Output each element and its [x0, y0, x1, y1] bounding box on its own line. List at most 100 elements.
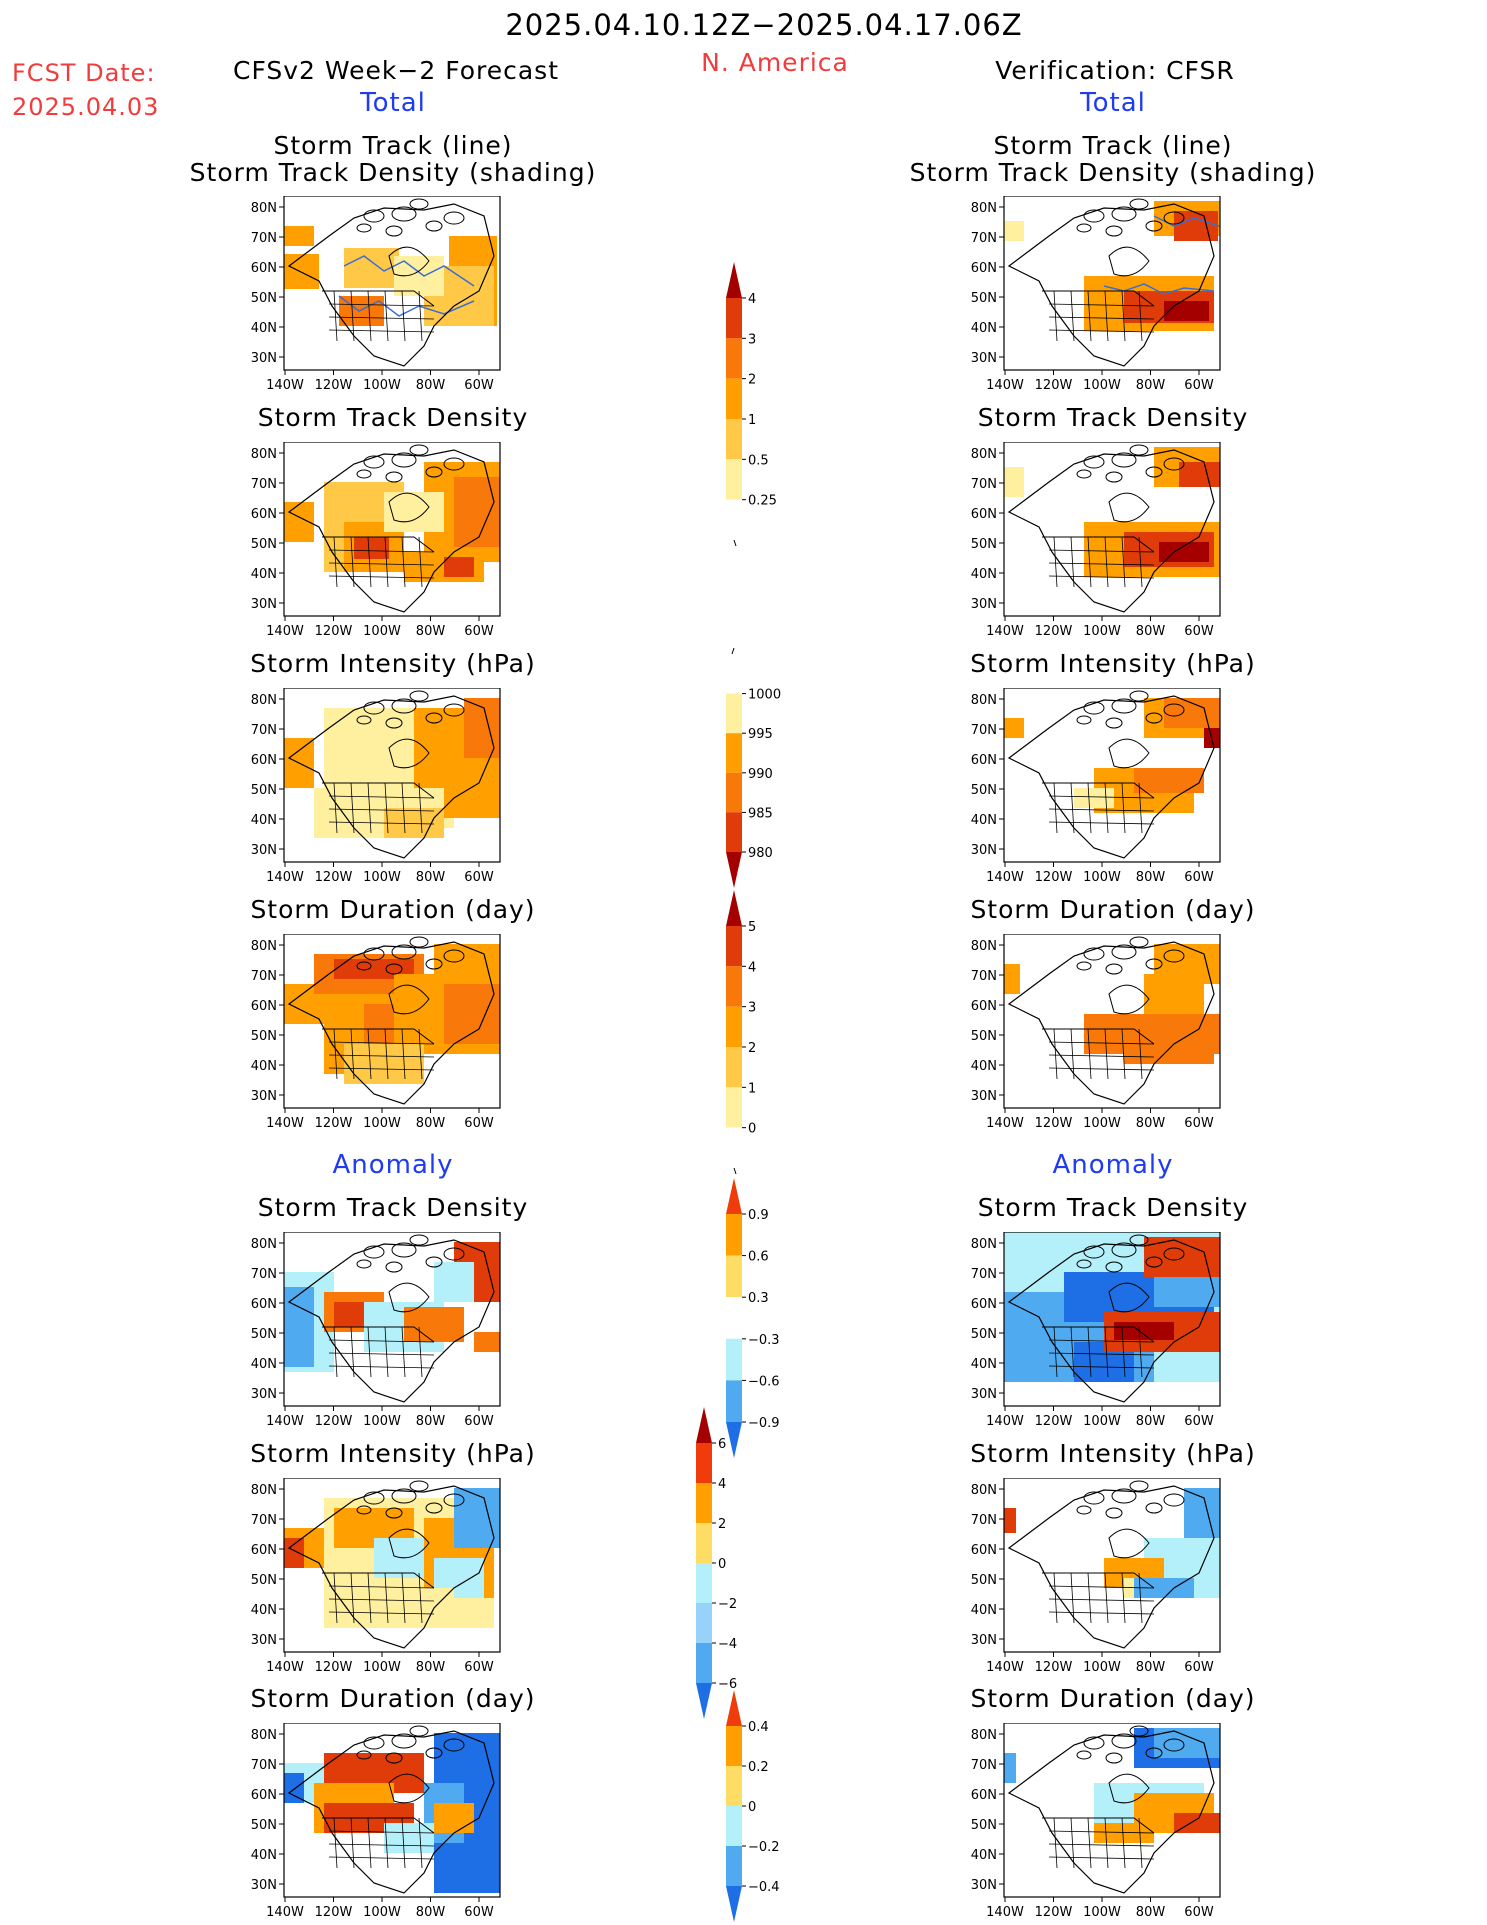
lat-tick-label: 40N	[971, 321, 997, 336]
lon-tick-label: 120W	[1035, 1660, 1073, 1674]
shading-cell	[1004, 1508, 1016, 1533]
lat-tick-label: 80N	[971, 1483, 997, 1498]
colorbar-tick-label: 985	[748, 806, 773, 821]
lat-tick-label: 30N	[251, 1089, 277, 1104]
lat-tick-label: 50N	[251, 783, 277, 798]
lon-tick-label: 140W	[986, 1414, 1024, 1428]
lat-tick-label: 50N	[971, 537, 997, 552]
colorbar-segment	[726, 1846, 742, 1886]
colorbar-segment	[726, 654, 742, 694]
lon-tick-label: 60W	[1184, 1905, 1214, 1919]
map-frame	[283, 1478, 501, 1653]
colorbar-tick-label: 995	[748, 727, 773, 742]
lat-tick-label: 60N	[251, 753, 277, 768]
map-verification-intensity-anomaly: 80N 70N 60N 50N 40N 30N 140W 120W 100W 80W 60W	[971, 1478, 1221, 1674]
colorbar-segment	[726, 1006, 742, 1047]
lat-tick-label: 60N	[251, 1788, 277, 1803]
storm-track-line	[1153, 215, 1220, 227]
colorbar-tick-label: 1000	[748, 688, 781, 703]
lat-tick-label: 80N	[251, 201, 277, 216]
colorbar-segment	[726, 1047, 742, 1088]
lon-tick-label: 100W	[1083, 624, 1121, 638]
shading-cell	[1004, 467, 1024, 497]
left-panel-title-storm-track: Storm Track (line) Storm Track Density (…	[190, 132, 597, 186]
forecast-date-block: FCST Date: 2025.04.03	[12, 56, 159, 124]
border	[1042, 1326, 1155, 1343]
map-verification-density: 80N 70N 60N 50N 40N 30N 140W 120W 100W 80W 60W	[971, 442, 1221, 638]
colorbar-segment	[726, 298, 742, 339]
border	[322, 536, 435, 553]
page-title: 2025.04.10.12Z−2025.04.17.06Z	[505, 8, 1023, 42]
hudson-bay	[1108, 492, 1150, 523]
lon-tick-label: 120W	[1035, 624, 1073, 638]
panel-title-line2: Storm Track Density (shading)	[909, 158, 1317, 187]
lon-tick-label: 60W	[464, 624, 494, 638]
border	[1042, 536, 1155, 553]
lon-tick-label: 60W	[1184, 1116, 1214, 1130]
border	[322, 1326, 435, 1343]
colorbar-density: 4 3 2 1 0.5 0.25	[726, 262, 777, 546]
colorbar-tick-label: 3	[748, 332, 756, 347]
lat-tick-label: 60N	[971, 1543, 997, 1558]
colorbar-segment	[726, 1255, 742, 1298]
map-frame	[283, 442, 501, 617]
hudson-bay	[388, 246, 430, 277]
map-forecast-density: 80N 70N 60N 50N 40N 30N 140W 120W 100W 80W 60W	[251, 442, 501, 638]
lat-tick-label: 70N	[251, 477, 277, 492]
map-verification-duration: 80N 70N 60N 50N 40N 30N 140W 120W 100W 80W 60W	[971, 934, 1221, 1130]
colorbar-segment	[726, 1127, 742, 1168]
lat-tick-label: 70N	[251, 231, 277, 246]
shading-cell	[1094, 1823, 1154, 1843]
lat-tick-label: 70N	[971, 969, 997, 984]
colorbar-segment	[726, 1338, 742, 1381]
shading-cell	[444, 557, 474, 577]
border	[1042, 1817, 1155, 1834]
lat-tick-label: 50N	[971, 1818, 997, 1833]
colorbar-end-triangle	[726, 1422, 742, 1458]
lat-tick-label: 60N	[971, 753, 997, 768]
shading-cell	[454, 1488, 500, 1548]
lon-tick-label: 140W	[986, 624, 1024, 638]
map-forecast-storm-track: 80N 70N 60N 50N 40N 30N 140W 120W 100W 80W 60W	[251, 196, 501, 392]
panel-title-line1: Storm Track (line)	[993, 131, 1233, 160]
lon-tick-label: 120W	[315, 624, 353, 638]
colorbar-tick-label: 0.2	[748, 1760, 769, 1775]
shading-cell	[434, 1262, 474, 1302]
colorbar-intensity: 1000 995 990 985 980	[726, 648, 781, 888]
lat-tick-label: 80N	[971, 1728, 997, 1743]
colorbar-segment	[726, 693, 742, 734]
lon-tick-label: 140W	[266, 1905, 304, 1919]
lon-tick-label: 120W	[1035, 378, 1073, 392]
lon-tick-label: 80W	[1136, 1116, 1166, 1130]
map-frame	[283, 1232, 501, 1407]
colorbar-tick-label: 0	[718, 1557, 726, 1572]
lat-tick-label: 50N	[971, 1029, 997, 1044]
colorbar-tick-label: −0.3	[748, 1333, 780, 1348]
colorbar-tick-label: 1	[748, 1081, 756, 1096]
border	[322, 1572, 435, 1589]
hudson-bay	[388, 1282, 430, 1313]
lon-tick-label: 100W	[1083, 870, 1121, 884]
lat-tick-label: 80N	[251, 1237, 277, 1252]
lon-tick-label: 140W	[266, 624, 304, 638]
map-frame	[1003, 196, 1221, 371]
colorbar-segment	[726, 1214, 742, 1256]
lat-tick-label: 50N	[251, 1818, 277, 1833]
lon-tick-label: 80W	[416, 870, 446, 884]
colorbar-tick-label: 5	[748, 920, 756, 935]
lat-tick-label: 40N	[971, 1059, 997, 1074]
colorbar-tick-label: −0.6	[748, 1374, 780, 1389]
lat-tick-label: 70N	[971, 723, 997, 738]
colorbar-duration-anomaly: 0.4 0.2 0 −0.2 −0.4	[726, 1690, 780, 1922]
lat-tick-label: 80N	[971, 447, 997, 462]
colorbar-segment	[696, 1643, 712, 1683]
lon-tick-label: 120W	[1035, 1414, 1073, 1428]
right-panel-title-density-anom: Storm Track Density	[977, 1193, 1249, 1222]
lat-tick-label: 60N	[251, 1543, 277, 1558]
colorbar-tick-label: 0	[748, 1122, 756, 1137]
lon-tick-label: 120W	[315, 1414, 353, 1428]
shading-cell	[384, 1823, 434, 1853]
lon-tick-label: 140W	[266, 870, 304, 884]
lon-tick-label: 100W	[1083, 1660, 1121, 1674]
lat-tick-label: 70N	[251, 1267, 277, 1282]
